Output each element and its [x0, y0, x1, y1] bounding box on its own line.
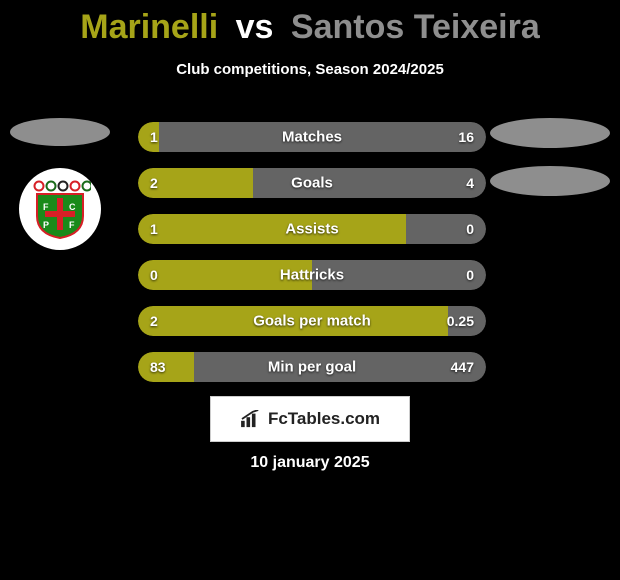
stat-bar-right	[448, 306, 486, 336]
club-badge-placeholder	[490, 166, 610, 196]
stat-bar-left	[138, 214, 406, 244]
fctables-logo-icon	[240, 410, 262, 428]
comparison-title: Marinelli vs Santos Teixeira	[0, 0, 620, 47]
svg-text:F: F	[43, 202, 49, 212]
stat-bar-right	[406, 214, 486, 244]
stat-bar-right	[194, 352, 486, 382]
stat-row: Hattricks00	[138, 260, 486, 290]
subtitle: Club competitions, Season 2024/2025	[0, 61, 620, 78]
stat-row: Goals per match20.25	[138, 306, 486, 336]
stat-row: Assists10	[138, 214, 486, 244]
brand-text: FcTables.com	[268, 409, 380, 429]
brand-badge: FcTables.com	[210, 396, 410, 442]
club-badge: F C P F	[19, 168, 101, 250]
title-left-player: Marinelli	[80, 8, 218, 46]
stat-bar-left	[138, 168, 253, 198]
stat-bar-left	[138, 122, 159, 152]
player-photo-placeholder	[490, 118, 610, 148]
stat-bar-right	[312, 260, 486, 290]
svg-text:P: P	[43, 220, 49, 230]
left-player-column: F C P F	[10, 118, 110, 250]
title-vs: vs	[236, 8, 274, 46]
stat-row: Min per goal83447	[138, 352, 486, 382]
fcpf-shield-icon: F C P F	[29, 178, 91, 240]
right-player-column	[490, 118, 610, 214]
stat-bar-right	[159, 122, 486, 152]
svg-text:C: C	[69, 202, 76, 212]
stat-row: Matches116	[138, 122, 486, 152]
stat-bar-left	[138, 352, 194, 382]
title-right-player: Santos Teixeira	[291, 8, 540, 46]
stat-bar-left	[138, 260, 312, 290]
stat-bar-right	[253, 168, 486, 198]
snapshot-date: 10 january 2025	[0, 454, 620, 472]
player-photo-placeholder	[10, 118, 110, 146]
svg-text:F: F	[69, 220, 75, 230]
stat-bar-left	[138, 306, 448, 336]
stat-row: Goals24	[138, 168, 486, 198]
comparison-chart: Matches116 Goals24 Assists10 Hattricks00 Goa…	[138, 122, 486, 398]
